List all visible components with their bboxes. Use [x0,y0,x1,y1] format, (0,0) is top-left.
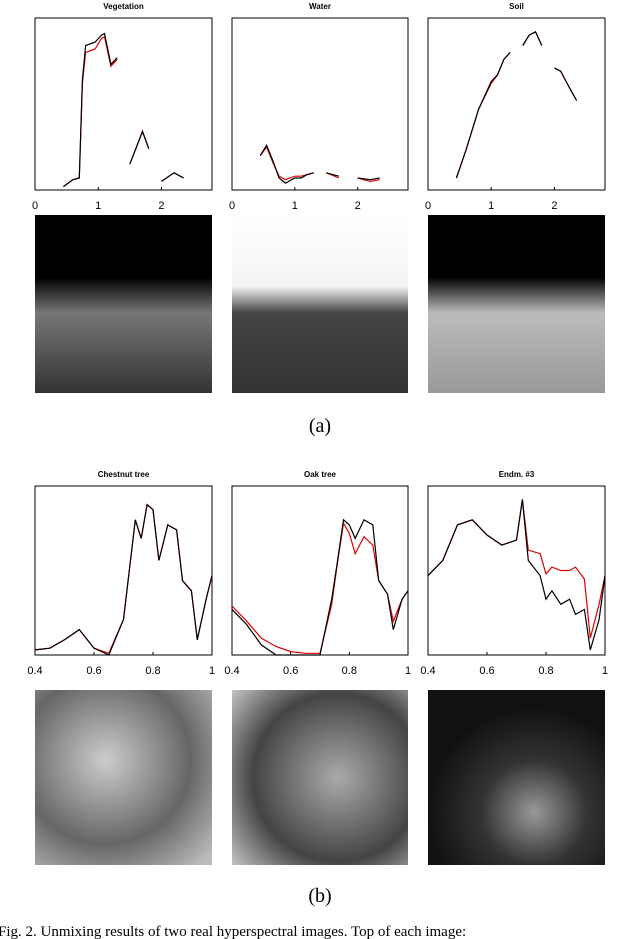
x-tick-label: 0 [425,200,431,212]
plot-frame [427,485,606,656]
abundance-map [428,215,605,393]
abundance-map [35,215,212,393]
x-tick-label: 0.6 [86,665,101,677]
chart-title: Soil [509,2,524,11]
chart-title: Water [309,2,331,11]
spectrum-line [231,518,409,656]
abundance-map [35,690,212,865]
spectrum-line [34,503,213,656]
chart-title: Oak tree [304,470,337,479]
abundance-map [232,690,408,865]
x-tick-label: 1 [602,665,608,677]
x-tick-label: 2 [355,200,361,212]
x-tick-label: 0.4 [27,665,42,677]
plot-frame [34,17,213,191]
x-tick-label: 1 [209,665,215,677]
spectrum-line [455,30,578,179]
chart-title: Chestnut tree [98,470,150,479]
plot-frame [34,485,213,656]
panel-label: (b) [308,885,331,907]
spectrum-line [259,143,380,184]
x-tick-label: 0.8 [538,665,553,677]
x-tick-label: 0.8 [145,665,160,677]
x-tick-label: 0.4 [420,665,435,677]
spectrum-line [34,503,213,655]
x-tick-label: 1 [292,200,298,212]
x-tick-label: 1 [405,665,411,677]
x-tick-label: 2 [551,200,557,212]
caption: Fig. 2. Unmixing results of two real hyp… [0,924,466,939]
x-tick-label: 0.4 [224,665,239,677]
plot-frame [427,17,606,191]
x-tick-label: 0.6 [283,665,298,677]
spectrum-line [63,32,184,188]
plot-frame [231,485,409,656]
spectrum-line [427,499,606,639]
x-tick-label: 0.8 [342,665,357,677]
abundance-map [428,690,605,865]
chart-title: Vegetation [103,2,144,11]
spectrum-line [231,521,409,654]
spectrum-line [455,30,578,179]
spectrum-line [427,499,606,651]
x-tick-label: 0 [229,200,235,212]
x-tick-label: 2 [158,200,164,212]
abundance-map [232,215,408,393]
panel-label: (a) [309,415,331,437]
chart-title: Endm. #3 [499,470,535,479]
x-tick-label: 1 [95,200,101,212]
plot-frame [231,17,409,191]
images [35,215,605,865]
x-tick-label: 1 [488,200,494,212]
x-tick-label: 0.6 [479,665,494,677]
x-tick-label: 0 [32,200,38,212]
